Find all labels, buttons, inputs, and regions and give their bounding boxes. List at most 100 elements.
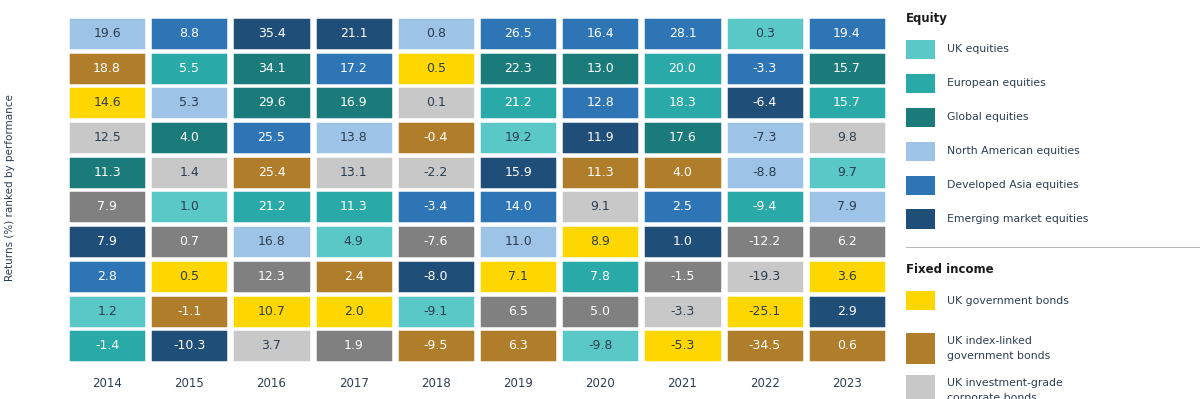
FancyBboxPatch shape (397, 51, 475, 85)
FancyBboxPatch shape (562, 260, 640, 293)
FancyBboxPatch shape (726, 51, 804, 85)
Text: Emerging market equities: Emerging market equities (947, 214, 1088, 224)
Text: 0.5: 0.5 (426, 61, 446, 75)
Text: 21.1: 21.1 (340, 27, 367, 40)
FancyBboxPatch shape (479, 86, 557, 119)
Text: UK index-linked: UK index-linked (947, 336, 1032, 346)
Text: government bonds: government bonds (947, 351, 1050, 361)
FancyBboxPatch shape (150, 17, 228, 50)
FancyBboxPatch shape (479, 17, 557, 50)
Text: Returns (%) ranked by performance: Returns (%) ranked by performance (5, 94, 14, 281)
Text: 0.6: 0.6 (836, 339, 857, 352)
FancyBboxPatch shape (906, 40, 936, 59)
FancyBboxPatch shape (726, 294, 804, 328)
Text: -3.3: -3.3 (752, 61, 776, 75)
Text: 25.5: 25.5 (258, 131, 286, 144)
Text: 0.5: 0.5 (179, 270, 199, 283)
Text: 9.7: 9.7 (836, 166, 857, 179)
FancyBboxPatch shape (150, 86, 228, 119)
Text: 13.8: 13.8 (340, 131, 367, 144)
Text: 3.7: 3.7 (262, 339, 282, 352)
FancyBboxPatch shape (808, 51, 886, 85)
FancyBboxPatch shape (68, 86, 146, 119)
Text: Fixed income: Fixed income (906, 263, 994, 277)
Text: 1.4: 1.4 (180, 166, 199, 179)
Text: -19.3: -19.3 (749, 270, 781, 283)
Text: -10.3: -10.3 (173, 339, 205, 352)
Text: 11.9: 11.9 (587, 131, 614, 144)
FancyBboxPatch shape (808, 17, 886, 50)
FancyBboxPatch shape (314, 156, 392, 189)
FancyBboxPatch shape (68, 51, 146, 85)
Text: UK investment-grade: UK investment-grade (947, 378, 1063, 388)
FancyBboxPatch shape (68, 260, 146, 293)
FancyBboxPatch shape (808, 329, 886, 362)
Text: -0.4: -0.4 (424, 131, 448, 144)
Text: 19.2: 19.2 (504, 131, 532, 144)
Text: -7.3: -7.3 (752, 131, 776, 144)
FancyBboxPatch shape (643, 225, 721, 258)
FancyBboxPatch shape (233, 329, 311, 362)
Text: 25.4: 25.4 (258, 166, 286, 179)
FancyBboxPatch shape (643, 17, 721, 50)
Text: 14.0: 14.0 (504, 200, 532, 213)
FancyBboxPatch shape (150, 329, 228, 362)
Text: -25.1: -25.1 (749, 304, 781, 318)
Text: 2021: 2021 (667, 377, 697, 390)
Text: 35.4: 35.4 (258, 27, 286, 40)
Text: 12.3: 12.3 (258, 270, 286, 283)
Text: 20.0: 20.0 (668, 61, 696, 75)
Text: 0.3: 0.3 (755, 27, 775, 40)
FancyBboxPatch shape (562, 121, 640, 154)
FancyBboxPatch shape (906, 333, 936, 364)
Text: -34.5: -34.5 (749, 339, 781, 352)
Text: 0.8: 0.8 (426, 27, 446, 40)
FancyBboxPatch shape (314, 17, 392, 50)
Text: 11.3: 11.3 (340, 200, 367, 213)
FancyBboxPatch shape (726, 190, 804, 223)
Text: 16.4: 16.4 (587, 27, 614, 40)
Text: 2.8: 2.8 (97, 270, 118, 283)
Text: 8.9: 8.9 (590, 235, 611, 248)
FancyBboxPatch shape (562, 51, 640, 85)
Text: 2017: 2017 (338, 377, 368, 390)
FancyBboxPatch shape (562, 294, 640, 328)
FancyBboxPatch shape (68, 156, 146, 189)
FancyBboxPatch shape (479, 190, 557, 223)
Text: 18.3: 18.3 (668, 96, 696, 109)
FancyBboxPatch shape (314, 329, 392, 362)
Text: 15.9: 15.9 (504, 166, 532, 179)
FancyBboxPatch shape (643, 156, 721, 189)
FancyBboxPatch shape (643, 86, 721, 119)
FancyBboxPatch shape (726, 260, 804, 293)
Text: 11.3: 11.3 (94, 166, 121, 179)
FancyBboxPatch shape (726, 121, 804, 154)
Text: 21.2: 21.2 (258, 200, 286, 213)
Text: -1.5: -1.5 (671, 270, 695, 283)
Text: 13.0: 13.0 (587, 61, 614, 75)
Text: 17.2: 17.2 (340, 61, 367, 75)
FancyBboxPatch shape (397, 190, 475, 223)
Text: -2.2: -2.2 (424, 166, 448, 179)
FancyBboxPatch shape (808, 156, 886, 189)
FancyBboxPatch shape (479, 329, 557, 362)
FancyBboxPatch shape (808, 86, 886, 119)
Text: 19.6: 19.6 (94, 27, 121, 40)
Text: -9.8: -9.8 (588, 339, 612, 352)
Text: -7.6: -7.6 (424, 235, 448, 248)
Text: 14.6: 14.6 (94, 96, 121, 109)
Text: 6.3: 6.3 (509, 339, 528, 352)
FancyBboxPatch shape (726, 225, 804, 258)
Text: 5.5: 5.5 (179, 61, 199, 75)
Text: Equity: Equity (906, 12, 948, 25)
Text: 7.1: 7.1 (508, 270, 528, 283)
Text: 11.3: 11.3 (587, 166, 614, 179)
Text: 2020: 2020 (586, 377, 616, 390)
FancyBboxPatch shape (397, 260, 475, 293)
FancyBboxPatch shape (726, 329, 804, 362)
Text: 6.5: 6.5 (508, 304, 528, 318)
Text: 10.7: 10.7 (258, 304, 286, 318)
Text: 4.0: 4.0 (672, 166, 692, 179)
Text: -9.1: -9.1 (424, 304, 448, 318)
FancyBboxPatch shape (397, 225, 475, 258)
